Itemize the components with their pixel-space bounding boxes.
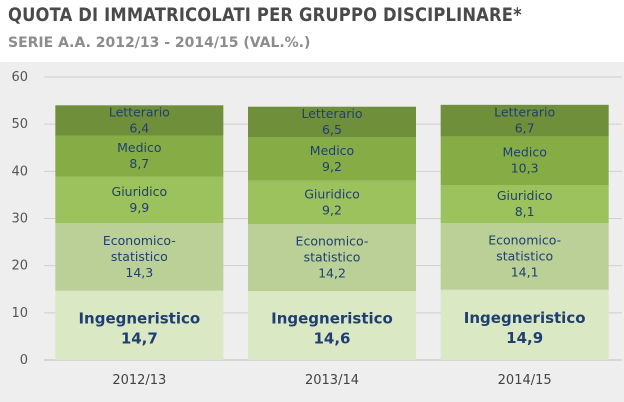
segment-series-label: statistico (111, 249, 168, 264)
segment-series-label: Ingegneristico (464, 309, 586, 327)
segment-value-label: 14,6 (313, 330, 350, 348)
segment-series-label: Ingegneristico (78, 309, 200, 327)
segment-value-label: 14,1 (511, 264, 539, 279)
bar-segment-letterario (55, 105, 224, 136)
bar-segment-economico-statistico (248, 224, 416, 292)
segment-series-label: Medico (117, 140, 161, 155)
y-tick-label: 0 (20, 353, 28, 368)
segment-series-label: Economico- (103, 233, 176, 248)
segment-value-label: 6,5 (322, 122, 342, 137)
x-tick-label: 2012/13 (112, 373, 166, 388)
segment-value-label: 9,2 (322, 159, 342, 174)
bar-segment-medico (248, 137, 416, 181)
segment-value-label: 9,2 (322, 202, 342, 217)
segment-series-label: Medico (310, 143, 354, 158)
segment-value-label: 14,7 (121, 329, 158, 347)
y-tick-label: 40 (11, 164, 28, 179)
y-tick-label: 50 (11, 117, 28, 132)
bar-segment-letterario (440, 104, 609, 137)
bar-segment-letterario (248, 106, 416, 138)
segment-series-label: Giuridico (497, 188, 553, 203)
segment-value-label: 6,4 (129, 120, 149, 135)
segment-series-label: Ingegneristico (271, 310, 393, 328)
segment-value-label: 9,9 (129, 200, 149, 215)
bar-segment-ingegneristico (55, 290, 224, 360)
bar-segment-giuridico (55, 176, 224, 224)
segment-value-label: 14,9 (506, 329, 543, 347)
bar-segment-economico-statistico (55, 223, 224, 291)
chart-title: QUOTA DI IMMATRICOLATI PER GRUPPO DISCIP… (8, 4, 522, 26)
segment-series-label: Giuridico (304, 186, 360, 201)
segment-series-label: Economico- (296, 234, 369, 249)
segment-series-label: Letterario (302, 106, 363, 121)
x-tick-label: 2014/15 (498, 373, 552, 388)
y-tick-label: 60 (11, 70, 28, 85)
segment-series-label: Economico- (488, 232, 561, 247)
bar-segment-ingegneristico (248, 291, 416, 360)
segment-series-label: Giuridico (112, 184, 168, 199)
segment-series-label: Medico (502, 145, 546, 160)
segment-value-label: 6,7 (515, 121, 535, 136)
segment-series-label: Letterario (109, 104, 170, 119)
bar-segment-economico-statistico (440, 223, 609, 290)
segment-value-label: 8,1 (515, 204, 535, 219)
bar-segment-medico (440, 136, 609, 186)
segment-value-label: 10,3 (511, 161, 539, 176)
stacked-bar-chart: 0 10 20 30 40 50 60 Ingegneristico 14,7 Economico… (11, 70, 622, 388)
segment-series-label: statistico (496, 248, 553, 263)
segment-value-label: 14,2 (318, 266, 346, 281)
segment-value-label: 14,3 (125, 265, 153, 280)
segment-series-label: Letterario (494, 105, 555, 120)
bar-segment-giuridico (248, 180, 416, 225)
segment-value-label: 8,7 (129, 156, 149, 171)
segment-series-label: statistico (304, 250, 361, 265)
bar-segment-giuridico (440, 185, 609, 224)
x-tick-label: 2013/14 (305, 373, 359, 388)
y-tick-label: 30 (11, 212, 28, 227)
y-tick-label: 10 (11, 306, 28, 321)
chart-area: 0 10 20 30 40 50 60 Ingegneristico 14,7 Economico… (0, 62, 624, 402)
bar-segment-medico (55, 135, 224, 177)
y-tick-label: 20 (11, 259, 28, 274)
bar-segment-ingegneristico (440, 289, 609, 360)
chart-subtitle: SERIE A.A. 2012/13 - 2014/15 (VAL.%.) (8, 35, 311, 51)
